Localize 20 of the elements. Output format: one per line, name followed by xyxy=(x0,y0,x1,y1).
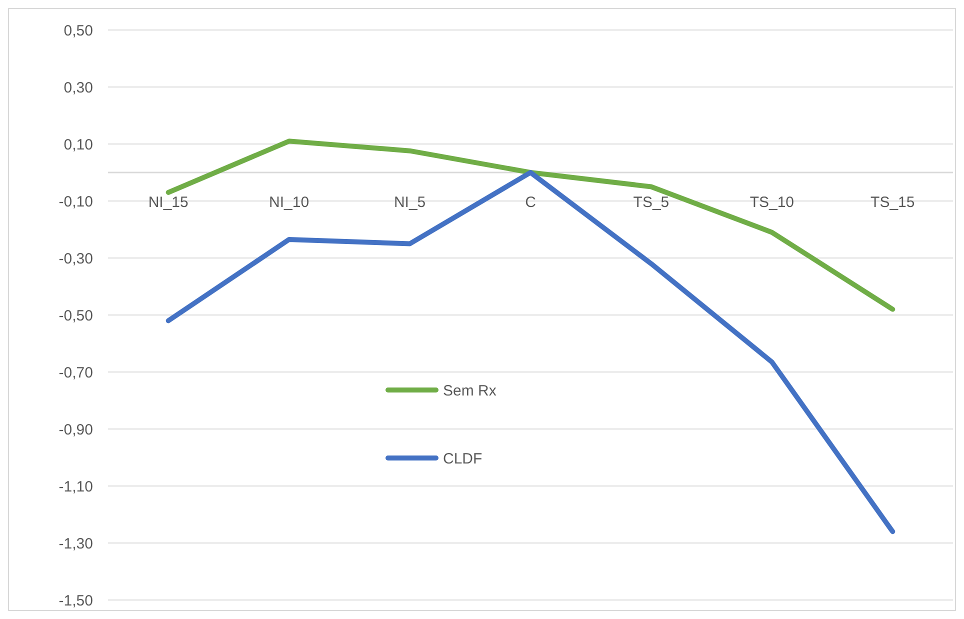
legend-label: CLDF xyxy=(443,450,482,468)
x-tick-label: C xyxy=(525,194,536,211)
x-tick-label: TS_15 xyxy=(870,194,915,211)
y-tick-label: -0,30 xyxy=(58,250,93,268)
y-tick-label: -0,10 xyxy=(58,193,93,210)
y-tick-label: -1,10 xyxy=(58,478,93,496)
x-tick-label: NI_10 xyxy=(269,194,310,211)
y-tick-label: -0,70 xyxy=(58,364,93,382)
y-tick-label: -1,50 xyxy=(58,592,93,610)
y-tick-label: -0,90 xyxy=(58,421,93,438)
x-tick-label: TS_5 xyxy=(633,194,670,211)
y-tick-label: 0,30 xyxy=(64,79,93,96)
y-tick-label: -1,30 xyxy=(58,535,93,552)
y-tick-label: -0,50 xyxy=(58,307,93,324)
x-tick-label: NI_5 xyxy=(394,194,426,211)
y-tick-label: 0,50 xyxy=(64,22,93,40)
x-tick-label: TS_10 xyxy=(750,194,794,211)
y-tick-label: 0,10 xyxy=(64,136,93,154)
legend-label: Sem Rx xyxy=(443,382,497,400)
x-tick-label: NI_15 xyxy=(148,194,188,211)
